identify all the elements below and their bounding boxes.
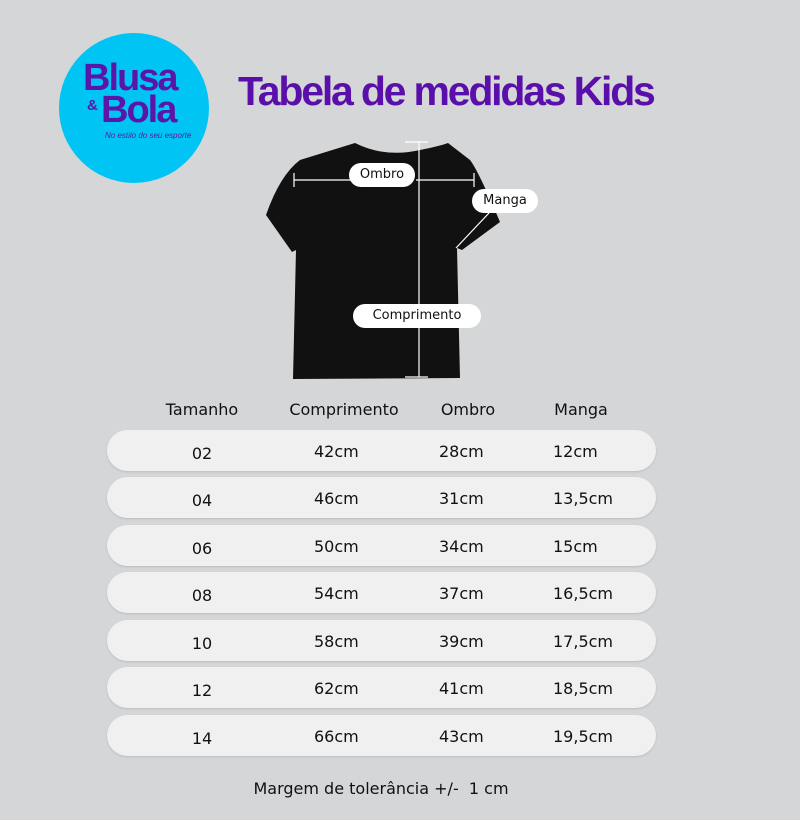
cell-ombro: 43cm — [439, 727, 484, 746]
cell-comprimento: 66cm — [314, 727, 359, 746]
cell-comprimento: 54cm — [314, 584, 359, 603]
logo-text-bola: Bola — [101, 89, 177, 131]
cell-manga: 15cm — [553, 537, 598, 556]
cell-ombro: 28cm — [439, 442, 484, 461]
cell-size: 06 — [191, 539, 213, 558]
cell-size: 10 — [191, 634, 213, 653]
tshirt-diagram — [266, 141, 500, 379]
cell-comprimento: 50cm — [314, 537, 359, 556]
cell-manga: 12cm — [553, 442, 598, 461]
cell-ombro: 34cm — [439, 537, 484, 556]
cell-ombro: 39cm — [439, 632, 484, 651]
cell-ombro: 31cm — [439, 489, 484, 508]
cell-comprimento: 62cm — [314, 679, 359, 698]
cell-comprimento: 46cm — [314, 489, 359, 508]
logo-tagline: No estilo do seu esporte — [105, 131, 192, 140]
table-row: 06 50cm 34cm 15cm — [107, 525, 656, 566]
cell-ombro: 41cm — [439, 679, 484, 698]
label-manga: Manga — [472, 189, 538, 213]
cell-manga: 16,5cm — [553, 584, 614, 603]
page-title: Tabela de medidas Kids — [238, 68, 656, 114]
cell-comprimento: 42cm — [314, 442, 359, 461]
cell-size: 14 — [191, 729, 213, 748]
table-row: 08 54cm 37cm 16,5cm — [107, 572, 656, 613]
header-manga: Manga — [554, 400, 608, 419]
cell-size: 08 — [191, 586, 213, 605]
cell-size: 12 — [191, 681, 213, 700]
cell-comprimento: 58cm — [314, 632, 359, 651]
table-row: 12 62cm 41cm 18,5cm — [107, 667, 656, 708]
label-comprimento: Comprimento — [353, 304, 481, 328]
cell-manga: 19,5cm — [553, 727, 614, 746]
brand-logo: Blusa & Bola No estilo do seu esporte — [59, 33, 209, 183]
cell-size: 02 — [191, 444, 213, 463]
table-row: 02 42cm 28cm 12cm — [107, 430, 656, 471]
tolerance-note: Margem de tolerância +/- 1 cm — [253, 779, 509, 798]
logo-text-amp: & — [87, 97, 98, 114]
cell-manga: 18,5cm — [553, 679, 614, 698]
measure-lines — [293, 141, 490, 378]
header-tamanho: Tamanho — [165, 400, 239, 419]
label-ombro: Ombro — [349, 163, 415, 187]
cell-manga: 13,5cm — [553, 489, 614, 508]
table-row: 10 58cm 39cm 17,5cm — [107, 620, 656, 661]
table-row: 14 66cm 43cm 19,5cm — [107, 715, 656, 756]
cell-size: 04 — [191, 491, 213, 510]
header-comprimento: Comprimento — [289, 400, 399, 419]
table-row: 04 46cm 31cm 13,5cm — [107, 477, 656, 518]
cell-ombro: 37cm — [439, 584, 484, 603]
header-ombro: Ombro — [440, 400, 496, 419]
cell-manga: 17,5cm — [553, 632, 614, 651]
logo-text-blusa: Blusa — [83, 57, 178, 99]
